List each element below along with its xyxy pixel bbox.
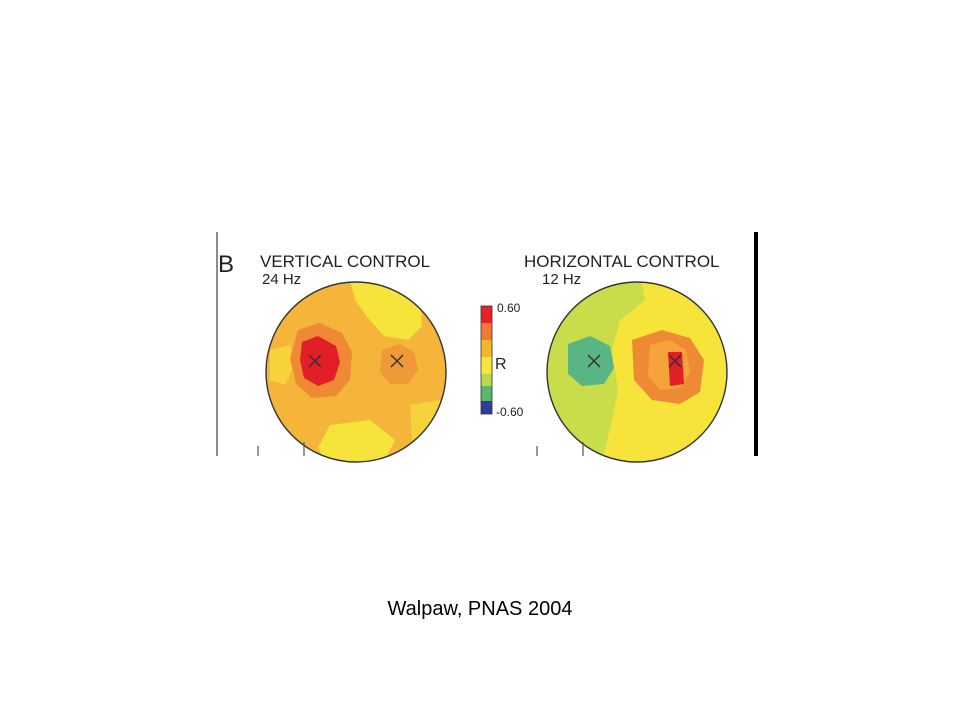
colorbar-max-label: 0.60	[497, 301, 521, 315]
panel-label: B	[218, 251, 234, 278]
map-frequency-horizontal: 12 Hz	[542, 271, 581, 288]
colorbar-segment	[481, 340, 492, 357]
colorbar-min-label: -0.60	[496, 405, 524, 419]
map-frequency-vertical: 24 Hz	[262, 271, 301, 288]
scalp-map-horizontal	[546, 281, 728, 463]
colorbar-segment	[481, 386, 492, 401]
colorbar-variable-label: R	[495, 356, 507, 373]
map-title-vertical: VERTICAL CONTROL	[260, 252, 430, 271]
map-title-horizontal: HORIZONTAL CONTROL	[524, 252, 720, 271]
colorbar-segment	[481, 401, 492, 414]
citation-caption: Walpaw, PNAS 2004	[387, 598, 573, 620]
scalp-map-vertical	[265, 281, 447, 463]
colorbar-segment	[481, 323, 492, 340]
colorbar-segment	[481, 374, 492, 386]
colorbar: 0.60 R -0.60	[480, 301, 524, 419]
colorbar-segment	[481, 306, 492, 323]
bottom-tick-marks	[257, 442, 584, 456]
colorbar-segment	[481, 357, 492, 374]
